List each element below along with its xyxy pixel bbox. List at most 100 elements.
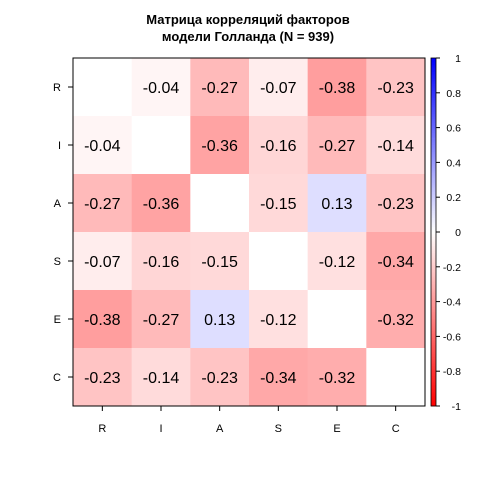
colorbar-segment (431, 378, 436, 381)
colorbar-segment (431, 132, 436, 135)
colorbar-segment (431, 124, 436, 127)
colorbar-segment (431, 400, 436, 403)
heatmap-cell (190, 58, 250, 117)
colorbar-segment (431, 58, 436, 61)
col-tick-label: E (333, 423, 340, 435)
colorbar-segment (431, 82, 436, 85)
colorbar-segment (431, 91, 436, 94)
heatmap-cell (73, 232, 132, 291)
colorbar-segment (431, 385, 436, 388)
heatmap-cell (190, 290, 250, 349)
colorbar-segment (431, 386, 436, 389)
colorbar-segment (431, 341, 436, 344)
colorbar-segment (431, 104, 436, 108)
colorbar-segment (431, 289, 436, 292)
colorbar-segment (431, 402, 436, 405)
heatmap-cell (131, 174, 191, 233)
colorbar-tick-label: -0.4 (443, 297, 461, 309)
cell-value-label: -0.04 (143, 80, 180, 97)
heatmap-cell (249, 348, 308, 407)
colorbar-segment (431, 80, 436, 83)
colorbar-segment (431, 254, 436, 257)
colorbar-segment (431, 352, 436, 355)
chart-title-line1: Матрица корреляций факторов (146, 12, 349, 27)
colorbar-segment (431, 329, 436, 332)
heatmap-cell (249, 174, 308, 233)
colorbar-segment (431, 230, 436, 233)
colorbar-segment (431, 244, 436, 247)
colorbar-segment (431, 275, 436, 278)
cell-value-label: -0.12 (319, 254, 356, 271)
colorbar-segment (431, 212, 436, 215)
colorbar-segment (431, 169, 436, 172)
colorbar-segment (431, 346, 436, 349)
colorbar-segment (431, 117, 436, 120)
heatmap-cell (307, 58, 367, 117)
colorbar-segment (431, 292, 436, 296)
colorbar-segment (431, 125, 436, 128)
colorbar-segment (431, 136, 436, 139)
colorbar-segment (431, 85, 436, 88)
colorbar-segment (431, 355, 436, 358)
colorbar-segment (431, 336, 436, 339)
heatmap-cell (249, 232, 308, 291)
row-tick-label: R (53, 82, 61, 94)
colorbar-segment (431, 345, 436, 348)
colorbar-segment (431, 369, 436, 372)
colorbar-segment (431, 268, 436, 271)
heatmap-cell (366, 290, 426, 349)
heatmap-cell (131, 290, 191, 349)
colorbar-segment (431, 226, 436, 229)
heatmap-cell (131, 116, 191, 175)
cell-value-label: -0.23 (84, 370, 121, 387)
colorbar-segment (431, 383, 436, 386)
colorbar-segment (431, 145, 436, 148)
colorbar-segment (431, 214, 436, 217)
colorbar-segment (431, 178, 436, 181)
colorbar: 1 0.8 0.6 0.4 0.2 0 -0.2 -0.4 -0.6 -0.8 -1 (430, 53, 461, 413)
row-tick-label: E (54, 314, 61, 326)
colorbar-segment (431, 59, 436, 62)
colorbar-segment (431, 225, 436, 228)
heatmap-cell (190, 116, 250, 175)
colorbar-segment (431, 376, 436, 379)
colorbar-segment (431, 287, 436, 290)
cell-value-label: -0.16 (260, 138, 297, 155)
colorbar-segment (431, 365, 436, 369)
colorbar-segment (431, 191, 436, 195)
row-tick-label: S (54, 256, 61, 268)
colorbar-segment (431, 404, 436, 407)
colorbar-segment (431, 171, 436, 174)
cell-value-label: -0.32 (377, 312, 414, 329)
cell-value-label: -0.15 (260, 196, 297, 213)
colorbar-segment (431, 223, 436, 226)
colorbar-segment (431, 197, 436, 200)
heatmap-cell (307, 174, 367, 233)
colorbar-tick-label: 0.4 (446, 157, 461, 169)
cell-value-label: -0.27 (84, 196, 121, 213)
colorbar-segment (431, 312, 436, 315)
colorbar-segment (431, 317, 436, 320)
colorbar-segment (431, 258, 436, 261)
colorbar-segment (431, 176, 436, 179)
colorbar-segment (431, 240, 436, 243)
heatmap-cell (190, 174, 250, 233)
colorbar-segment (431, 63, 436, 66)
cell-value-label: -0.38 (319, 80, 356, 97)
colorbar-segment (431, 186, 436, 189)
colorbar-segment (431, 134, 436, 137)
heatmap-cell (73, 174, 132, 233)
colorbar-segment (431, 350, 436, 353)
cell-value-label: -0.34 (377, 254, 414, 271)
colorbar-segment (431, 219, 436, 222)
colorbar-segment (431, 179, 436, 182)
colorbar-segment (431, 165, 436, 169)
colorbar-segment (431, 364, 436, 367)
heatmap-cell (307, 348, 367, 407)
colorbar-segment (431, 324, 436, 327)
heatmap-cell (73, 116, 132, 175)
colorbar-segment (431, 327, 436, 330)
cell-value-label: 0.13 (204, 312, 235, 329)
